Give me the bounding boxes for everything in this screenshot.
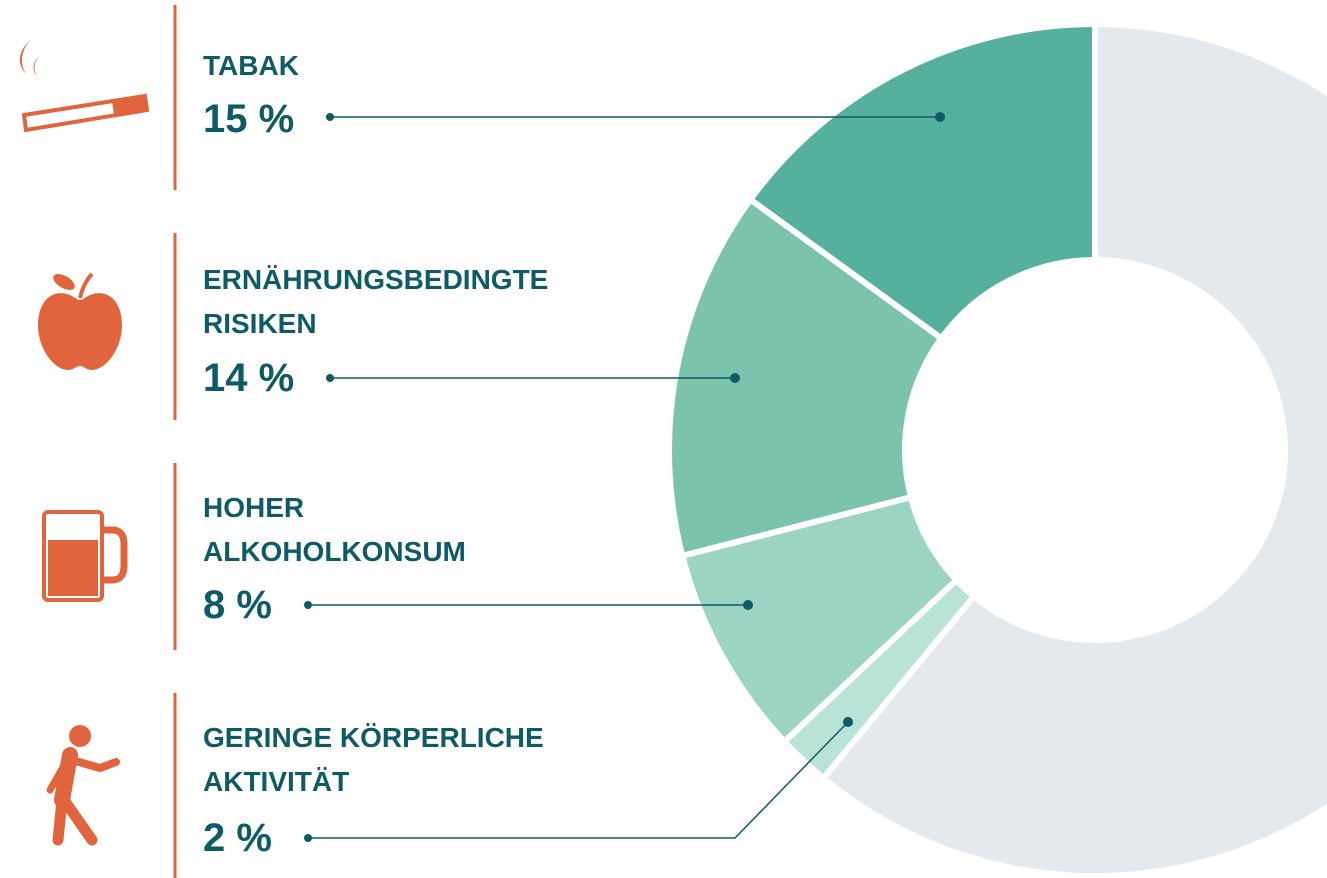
cigarette-icon: [19, 40, 150, 133]
leader-dot: [730, 373, 740, 383]
walker-icon: [46, 725, 120, 846]
leader-dot: [326, 113, 334, 121]
value-label: 14 %: [203, 356, 295, 400]
leader-dot: [743, 600, 753, 610]
category-label: TABAK: [203, 50, 299, 81]
category-label: HOHER ALKOHOLKONSUM: [203, 492, 466, 567]
category-label: GERINGE KÖRPERLICHE AKTIVITÄT: [203, 722, 544, 797]
donut-slice: [819, 20, 1327, 878]
leader-dot: [304, 834, 312, 842]
leader-dot: [304, 601, 312, 609]
apple-icon: [38, 272, 122, 370]
leader-dot: [326, 374, 334, 382]
value-label: 8 %: [203, 583, 272, 627]
leader-dot: [843, 717, 853, 727]
value-label: 15 %: [203, 97, 295, 141]
mug-icon: [42, 510, 128, 602]
leader-dot: [935, 112, 945, 122]
leader-line: [308, 721, 849, 839]
category-label: ERNÄHRUNGSBEDINGTE RISIKEN: [203, 264, 549, 339]
value-label: 2 %: [203, 816, 272, 860]
donut-slice: [666, 195, 946, 560]
